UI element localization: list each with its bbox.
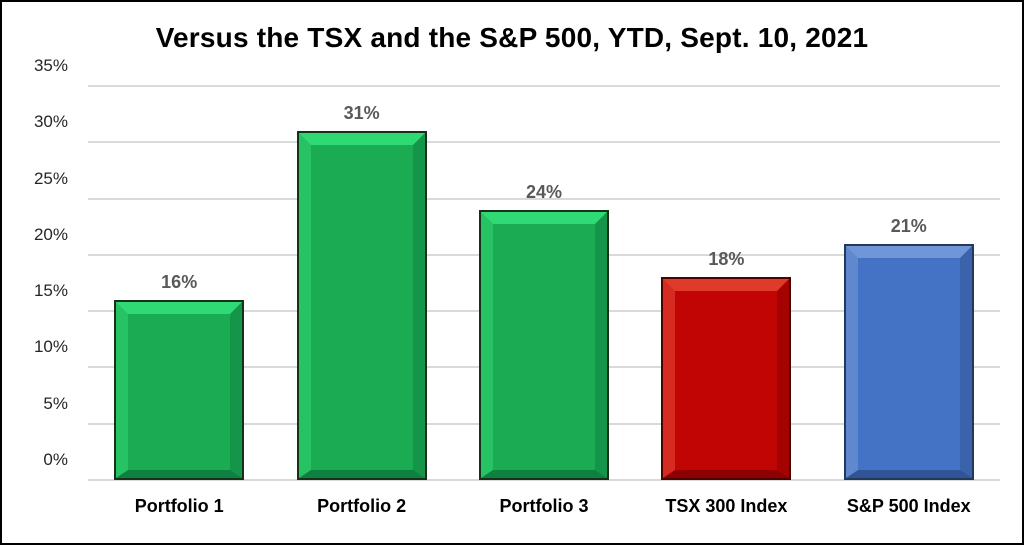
y-axis-tick-label: 10% [33,337,68,357]
bar-face-s-p-500-index [845,245,972,478]
plot-area: 16% 31% 24% 18% 21% [88,85,1000,481]
y-axis-tick-label: 15% [33,281,68,301]
bar-slot-tsx-300-index: 18% [635,86,817,480]
y-axis: 0% 5% 10% 15% 20% 25% 30% 35% [2,56,78,480]
bar-slot-s-p-500-index: 21% [818,86,1000,480]
y-axis-tick-label: 20% [33,224,68,244]
gridline [88,197,1000,200]
category-label-tsx-300-index: TSX 300 Index [665,496,788,516]
y-axis-tick-label: 30% [33,112,68,132]
bar-face-tsx-300-index [663,279,790,478]
y-axis-tick-label: 25% [33,168,68,188]
category-label-portfolio-1: Portfolio 1 [134,496,224,516]
value-label-s-p-500-index: 21% [890,215,927,236]
bar-tsx-300-index [661,277,792,480]
value-label-portfolio-1: 16% [161,271,198,292]
category-label-portfolio-2: Portfolio 2 [317,496,407,516]
bar-slot-portfolio-1: 16% [88,86,270,480]
gridline [88,479,1000,481]
bar-slot-portfolio-2: 31% [270,86,452,480]
bar-slot-portfolio-3: 24% [453,86,635,480]
bar-s-p-500-index [843,243,974,480]
gridline [88,141,1000,144]
y-axis-tick-label: 35% [33,56,68,75]
y-axis-tick-label: 5% [43,393,68,413]
bar-portfolio-1 [114,299,245,480]
value-label-tsx-300-index: 18% [708,249,745,270]
y-axis-tick-label: 0% [43,450,68,469]
bar-portfolio-3 [478,209,609,480]
bar-face-portfolio-2 [298,133,425,478]
category-label-portfolio-3: Portfolio 3 [499,496,589,516]
value-label-portfolio-2: 31% [343,103,380,124]
gridline [88,85,1000,87]
bar-face-portfolio-3 [480,211,607,478]
chart-title: Versus the TSX and the S&P 500, YTD, Sep… [155,22,869,53]
category-label-s-p-500-index: S&P 500 Index [846,496,971,516]
value-label-portfolio-3: 24% [525,181,562,202]
x-axis: Portfolio 1 Portfolio 2 Portfolio 3 TSX 300… [88,490,1000,524]
bar-portfolio-2 [296,131,427,480]
bar-face-portfolio-1 [116,301,243,478]
